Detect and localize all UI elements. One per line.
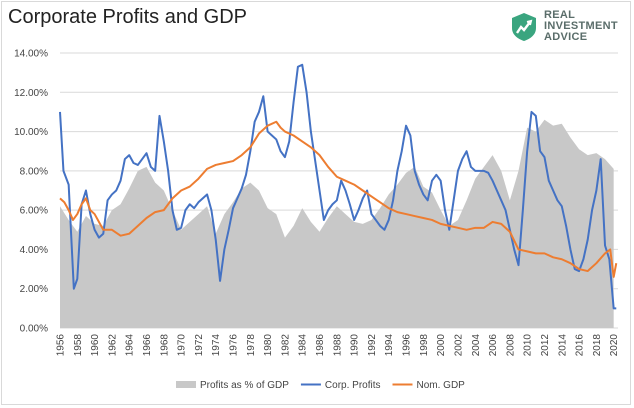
y-tick-label: 10.00% bbox=[14, 127, 48, 138]
x-tick-label: 2010 bbox=[523, 334, 534, 357]
x-tick-label: 1968 bbox=[159, 334, 170, 357]
x-tick-label: 1984 bbox=[298, 334, 309, 357]
x-tick-label: 1956 bbox=[56, 334, 67, 357]
x-tick-label: 1962 bbox=[107, 334, 118, 357]
logo-line-2: INVESTMENT bbox=[544, 20, 618, 32]
x-tick-label: 1990 bbox=[350, 334, 361, 357]
x-tick-label: 2012 bbox=[540, 334, 551, 357]
logo-line-3: ADVICE bbox=[544, 31, 588, 43]
area-series-profits-pct-gdp bbox=[60, 119, 614, 328]
x-tick-label: 2016 bbox=[575, 334, 586, 357]
y-axis-ticks: 0.00% 2.00% 4.00% 6.00% 8.00% 10.00% 12.00% 14.… bbox=[14, 49, 48, 335]
x-tick-label: 2006 bbox=[488, 334, 499, 357]
x-tick-label: 1970 bbox=[177, 334, 188, 357]
y-tick-label: 12.00% bbox=[14, 88, 48, 99]
x-tick-label: 1966 bbox=[142, 334, 153, 357]
x-tick-label: 2018 bbox=[592, 334, 603, 357]
legend-label: Nom. GDP bbox=[417, 380, 466, 391]
x-tick-label: 1992 bbox=[367, 334, 378, 357]
y-tick-label: 8.00% bbox=[20, 166, 48, 177]
x-tick-label: 1980 bbox=[263, 334, 274, 357]
x-tick-label: 2002 bbox=[453, 334, 464, 357]
x-tick-label: 1994 bbox=[384, 334, 395, 357]
x-tick-label: 1996 bbox=[402, 334, 413, 357]
legend-label: Profits as % of GDP bbox=[200, 380, 289, 391]
x-axis-ticks: 1956 1958 1960 1962 1964 1966 1968 1970 1972 1974… bbox=[56, 334, 621, 357]
x-tick-label: 2000 bbox=[436, 334, 447, 357]
x-tick-label: 1978 bbox=[246, 334, 257, 357]
x-tick-label: 2008 bbox=[505, 334, 516, 357]
area-series-layer bbox=[60, 119, 614, 328]
shield-logo-icon bbox=[512, 13, 536, 41]
x-tick-label: 1958 bbox=[73, 334, 84, 357]
brand-logo: REAL INVESTMENT ADVICE bbox=[510, 10, 630, 44]
logo-line-1: REAL bbox=[544, 9, 576, 21]
line-series-corp-profits bbox=[59, 63, 617, 310]
legend-label: Corp. Profits bbox=[325, 380, 381, 391]
legend-swatch bbox=[176, 381, 196, 388]
logo-text: REAL INVESTMENT ADVICE bbox=[544, 10, 618, 43]
legend: Profits as % of GDP Corp. Profits Nom. GDP bbox=[176, 380, 465, 391]
x-tick-label: 1964 bbox=[125, 334, 136, 357]
y-tick-label: 0.00% bbox=[20, 324, 48, 335]
y-tick-label: 6.00% bbox=[20, 206, 48, 217]
line-series-layer bbox=[59, 63, 618, 310]
chart-title: Corporate Profits and GDP bbox=[8, 6, 247, 28]
y-tick-label: 2.00% bbox=[20, 284, 48, 295]
x-tick-label: 1988 bbox=[332, 334, 343, 357]
x-tick-label: 2020 bbox=[609, 334, 620, 357]
x-tick-label: 1998 bbox=[419, 334, 430, 357]
x-tick-label: 2014 bbox=[557, 334, 568, 357]
x-tick-label: 1986 bbox=[315, 334, 326, 357]
x-tick-label: 1976 bbox=[229, 334, 240, 357]
x-tick-label: 1972 bbox=[194, 334, 205, 357]
line-series-nom-gdp bbox=[59, 120, 618, 278]
x-tick-label: 1960 bbox=[90, 334, 101, 357]
x-tick-label: 1982 bbox=[280, 334, 291, 357]
x-tick-label: 1974 bbox=[211, 334, 222, 357]
x-tick-label: 2004 bbox=[471, 334, 482, 357]
y-tick-label: 4.00% bbox=[20, 245, 48, 256]
y-tick-label: 14.00% bbox=[14, 49, 48, 60]
